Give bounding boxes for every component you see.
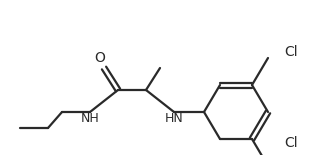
- Text: Cl: Cl: [284, 136, 298, 150]
- Text: NH: NH: [81, 111, 99, 124]
- Text: Cl: Cl: [284, 45, 298, 59]
- Text: O: O: [95, 51, 105, 65]
- Text: HN: HN: [165, 111, 183, 124]
